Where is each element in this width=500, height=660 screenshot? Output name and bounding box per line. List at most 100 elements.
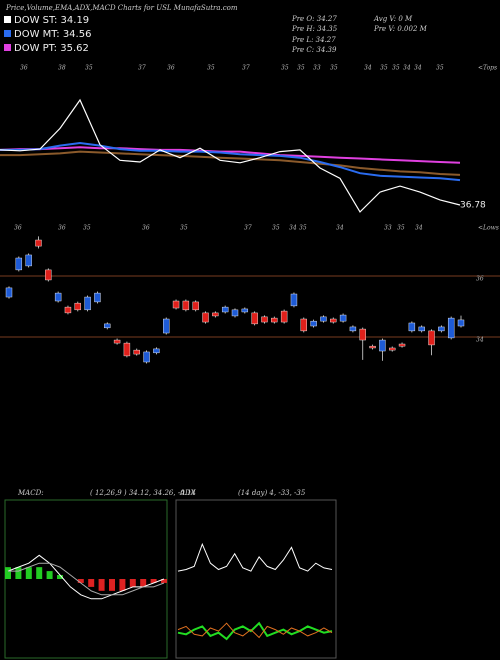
candle-body (5, 287, 13, 298)
candle-body (202, 312, 209, 323)
candle-body (113, 339, 121, 344)
candle-body (212, 312, 219, 317)
low-label: 34 (336, 225, 344, 232)
adx-panel (175, 499, 337, 659)
macd-bar (15, 567, 22, 579)
macd-bar (25, 567, 32, 579)
top-label: 35 (85, 65, 93, 72)
candle-body (398, 343, 406, 347)
candle-body (457, 319, 465, 327)
candle-body (379, 339, 386, 352)
low-label: 35 (299, 225, 307, 232)
top-label: 38 (58, 65, 66, 72)
candle-body (418, 326, 425, 332)
ema-line (0, 98, 461, 213)
stat-text: Avg V: 0 M (373, 15, 413, 23)
candle-body (438, 326, 445, 332)
macd-bar (88, 579, 95, 587)
top-label: 37 (138, 65, 146, 72)
ema-line (0, 141, 461, 182)
ema-line (0, 146, 461, 164)
top-label: 36 (167, 65, 175, 72)
macd-line (8, 562, 165, 596)
legend-label: DOW MT: 34.56 (14, 29, 91, 40)
low-label: 34 (289, 225, 297, 232)
candle-body (143, 351, 150, 363)
candle-body (359, 328, 366, 341)
macd-bar (77, 579, 84, 583)
top-label: 35 (436, 65, 444, 72)
y-tick-label: 36 (476, 276, 484, 283)
low-label: 36 (14, 225, 22, 232)
candle-body (221, 306, 229, 313)
candle-body (349, 326, 357, 332)
top-label: 35 (380, 65, 388, 72)
candle-body (231, 309, 239, 317)
stat-text: Pre V: 0.002 M (373, 25, 428, 33)
candle-body (54, 292, 62, 302)
legend-label: DOW ST: 34.19 (14, 15, 89, 26)
stat-text: Pre C: 34.39 (291, 46, 337, 54)
candle-body (35, 239, 42, 247)
candle-body (15, 257, 23, 271)
top-label: 34 (364, 65, 372, 72)
macd-bar (5, 567, 11, 579)
candle-body (94, 292, 101, 303)
low-label: 37 (244, 225, 252, 232)
candle-body (428, 330, 435, 346)
tops-label: <Tops (478, 65, 497, 72)
top-label: 34 (403, 65, 411, 72)
top-label: 35 (330, 65, 338, 72)
candle-body (163, 318, 170, 334)
candle-body (123, 342, 131, 357)
candle-body (45, 269, 52, 281)
chart-title: Price,Volume,EMA,ADX,MACD Charts for USL… (5, 4, 238, 12)
adx-params: (14 day) 4, -33, -35 (238, 489, 306, 497)
candle-body (182, 300, 190, 311)
stat-text: Pre H: 34.35 (291, 25, 338, 33)
macd-line (7, 554, 165, 600)
macd-bar (161, 579, 167, 583)
lows-label: <Lows (478, 225, 499, 232)
candle-body (192, 301, 199, 311)
top-label: 33 (313, 65, 321, 72)
candle-body (339, 314, 347, 322)
candle-body (153, 348, 160, 354)
adx-line (177, 542, 333, 572)
candle-body (290, 293, 298, 307)
adx-label: ADX (179, 489, 197, 497)
legend-swatch (4, 44, 11, 51)
macd-bar (129, 579, 136, 587)
adx-line (177, 622, 333, 639)
ema-line (0, 150, 461, 176)
top-label: 34 (414, 65, 422, 72)
macd-params: ( 12,26,9 ) 34.12, 34.26, -0.14 (90, 489, 196, 497)
candle-body (280, 310, 288, 323)
macd-bar (140, 579, 147, 587)
candle-body (104, 323, 111, 329)
y-tick-label: 34 (476, 337, 484, 344)
top-label: 36 (20, 65, 28, 72)
low-label: 35 (83, 225, 91, 232)
macd-bar (119, 579, 126, 591)
low-label: 35 (272, 225, 280, 232)
candle-body (251, 312, 258, 325)
macd-bar (36, 567, 43, 579)
candle-body (172, 300, 180, 309)
candle-body (300, 318, 307, 332)
candle-body (330, 318, 337, 323)
candle-body (261, 316, 268, 323)
macd-bar (57, 575, 63, 579)
candle-body (133, 349, 140, 355)
candle-body (369, 345, 376, 349)
macd-label: MACD: (17, 489, 44, 497)
low-label: 35 (180, 225, 188, 232)
candle-body (320, 316, 327, 322)
top-label: 35 (281, 65, 289, 72)
legend-swatch (4, 30, 11, 37)
low-label: 35 (397, 225, 405, 232)
candle-body (241, 308, 249, 313)
macd-bar (98, 579, 105, 591)
candle-body (310, 320, 317, 327)
